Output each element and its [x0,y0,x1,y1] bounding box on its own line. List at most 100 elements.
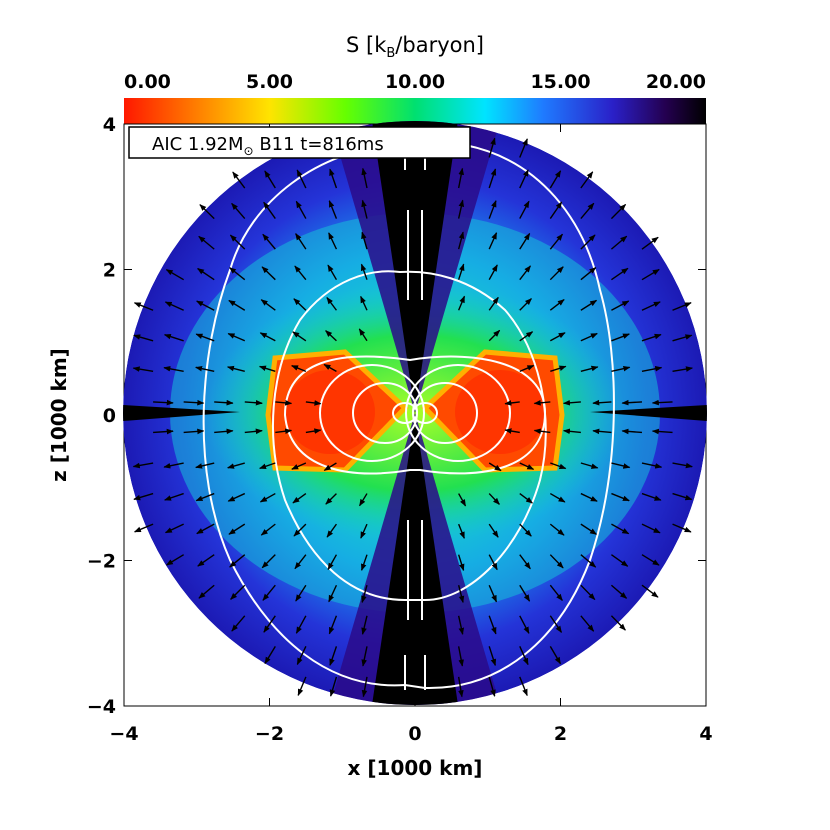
velocity-arrow [262,584,276,601]
velocity-arrow [488,554,498,571]
velocity-arrow [549,332,566,342]
colorbar-tick-label: 5.00 [246,71,293,93]
velocity-arrow [260,299,276,311]
velocity-arrow [580,299,598,311]
velocity-arrow [275,428,293,435]
velocity-arrow [580,554,597,568]
velocity-arrow [457,585,465,604]
velocity-arrow [611,523,630,535]
velocity-arrow [611,365,631,373]
velocity-arrow [360,263,368,280]
velocity-arrow [549,298,565,311]
velocity-arrow [227,332,246,342]
velocity-arrow [165,268,185,281]
velocity-arrow [153,428,174,435]
velocity-arrow [133,334,154,342]
velocity-arrow [550,462,567,470]
velocity-arrow [199,204,215,220]
velocity-arrow [611,554,629,567]
velocity-arrow [457,263,465,280]
velocity-arrow [611,333,630,342]
velocity-arrow [519,169,529,189]
velocity-arrow [326,523,337,538]
velocity-arrow [323,462,337,472]
x-axis-label: x [1000 km] [348,756,483,780]
y-tick-label: −2 [87,551,116,573]
velocity-arrow [458,523,465,539]
velocity-arrow [580,202,595,220]
velocity-arrow [163,366,184,373]
contour-ring-right-1 [405,364,511,462]
velocity-arrow [361,615,368,635]
velocity-arrow [549,170,562,189]
velocity-arrow [549,201,563,219]
velocity-arrow [163,462,184,469]
y-tick-label: 2 [103,260,116,282]
velocity-arrow [610,203,627,220]
velocity-arrow [228,523,246,535]
velocity-arrow [295,233,307,250]
velocity-arrow [458,295,466,311]
velocity-arrow [164,523,184,534]
velocity-arrow [325,330,337,342]
velocity-arrow [229,554,246,568]
colorbar-ticks: 0.00 5.00 10.00 15.00 20.00 [124,71,706,93]
velocity-arrow [133,492,154,501]
velocity-arrow [196,300,215,311]
velocity-arrow [610,615,626,631]
velocity-arrow [295,615,307,634]
velocity-arrow [533,400,551,406]
velocity-arrow [361,167,368,189]
velocity-arrow [519,646,529,666]
velocity-arrow [519,364,535,372]
velocity-arrow [457,554,465,572]
velocity-arrow [592,399,612,406]
velocity-arrow [519,298,532,311]
velocity-arrow [328,232,338,250]
velocity-arrow [198,235,215,250]
x-tick-label: −4 [109,723,138,745]
contour-ring-left-3 [392,402,418,424]
annotation-box: AIC 1.92M⊙ B11 t=816ms [128,126,471,159]
y-axis-label: z [1000 km] [47,348,71,482]
velocity-arrow [488,137,496,158]
velocity-arrow [296,169,307,189]
velocity-arrow [229,267,246,281]
velocity-arrow [294,265,307,281]
velocity-arrow [195,492,215,502]
velocity-arrow [488,462,502,472]
velocity-arrow [293,523,307,537]
velocity-arrow [519,523,532,537]
velocity-arrow [328,615,338,635]
velocity-arrow [504,428,520,434]
velocity-arrow [672,462,693,469]
velocity-arrow [195,333,215,342]
velocity-arrow [488,584,498,603]
velocity-arrow [519,232,531,250]
velocity-arrow [611,462,631,469]
entropy-heatmap [123,121,707,705]
velocity-arrow [621,428,643,435]
velocity-arrow [488,493,500,505]
velocity-arrow [197,554,215,567]
velocity-arrow [457,676,464,698]
velocity-arrow [328,584,338,603]
velocity-arrow [261,554,276,569]
colorbar-tick-label: 10.00 [385,71,445,93]
velocity-arrow [580,492,598,502]
velocity-arrow [533,428,551,434]
velocity-arrow [641,301,661,311]
velocity-arrow [504,400,520,406]
velocity-arrow [358,328,368,342]
velocity-arrow [651,399,673,406]
velocity-arrow [305,400,322,406]
velocity-arrow [214,399,234,406]
annotation-frame [128,126,471,159]
velocity-arrow [164,301,184,311]
y-tick-label: −4 [87,696,116,718]
y-axis-ticks: −4 −2 0 2 4 [87,114,706,718]
velocity-arrow [327,554,338,571]
velocity-arrow [488,232,498,250]
velocity-arrow [361,676,368,698]
velocity-arrow [549,492,566,503]
